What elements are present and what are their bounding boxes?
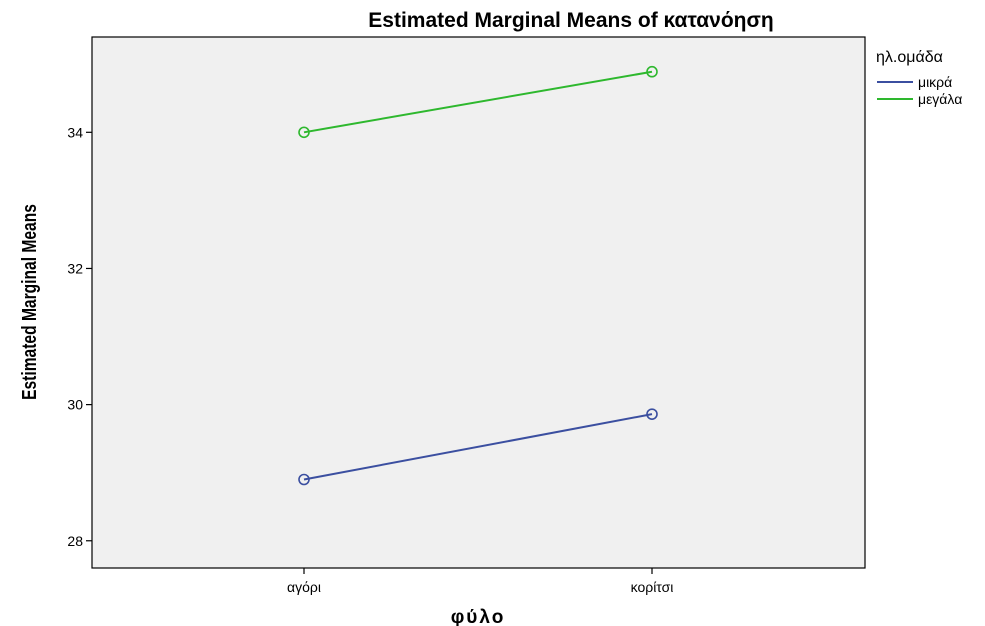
plot-area <box>91 36 866 569</box>
x-axis: αγόρι κορίτσι <box>287 568 673 595</box>
x-axis-title: φύλο <box>451 607 506 626</box>
data-point-marker <box>298 126 310 139</box>
data-point-marker <box>298 473 310 486</box>
x-tick-label: κορίτσι <box>631 579 674 595</box>
y-tick-label: 32 <box>67 260 83 276</box>
y-axis: 28 30 32 34 <box>67 124 92 549</box>
series-layer <box>298 65 658 486</box>
series-line-1 <box>303 70 653 134</box>
data-point-marker <box>646 408 658 420</box>
x-tick-label: αγόρι <box>287 579 321 595</box>
data-point-marker <box>646 65 658 78</box>
legend-label: μεγάλα <box>918 91 962 107</box>
chart-title: Estimated Marginal Means of κατανόηση <box>368 9 773 32</box>
legend-title: ηλ.ομάδα <box>876 49 943 66</box>
y-tick-label: 30 <box>67 397 83 413</box>
series-line-0 <box>303 413 653 481</box>
y-axis-title: Estimated Marginal Means <box>18 204 40 400</box>
y-tick-label: 28 <box>67 533 83 549</box>
legend-label: μικρά <box>918 74 952 90</box>
y-tick-label: 34 <box>67 124 83 140</box>
